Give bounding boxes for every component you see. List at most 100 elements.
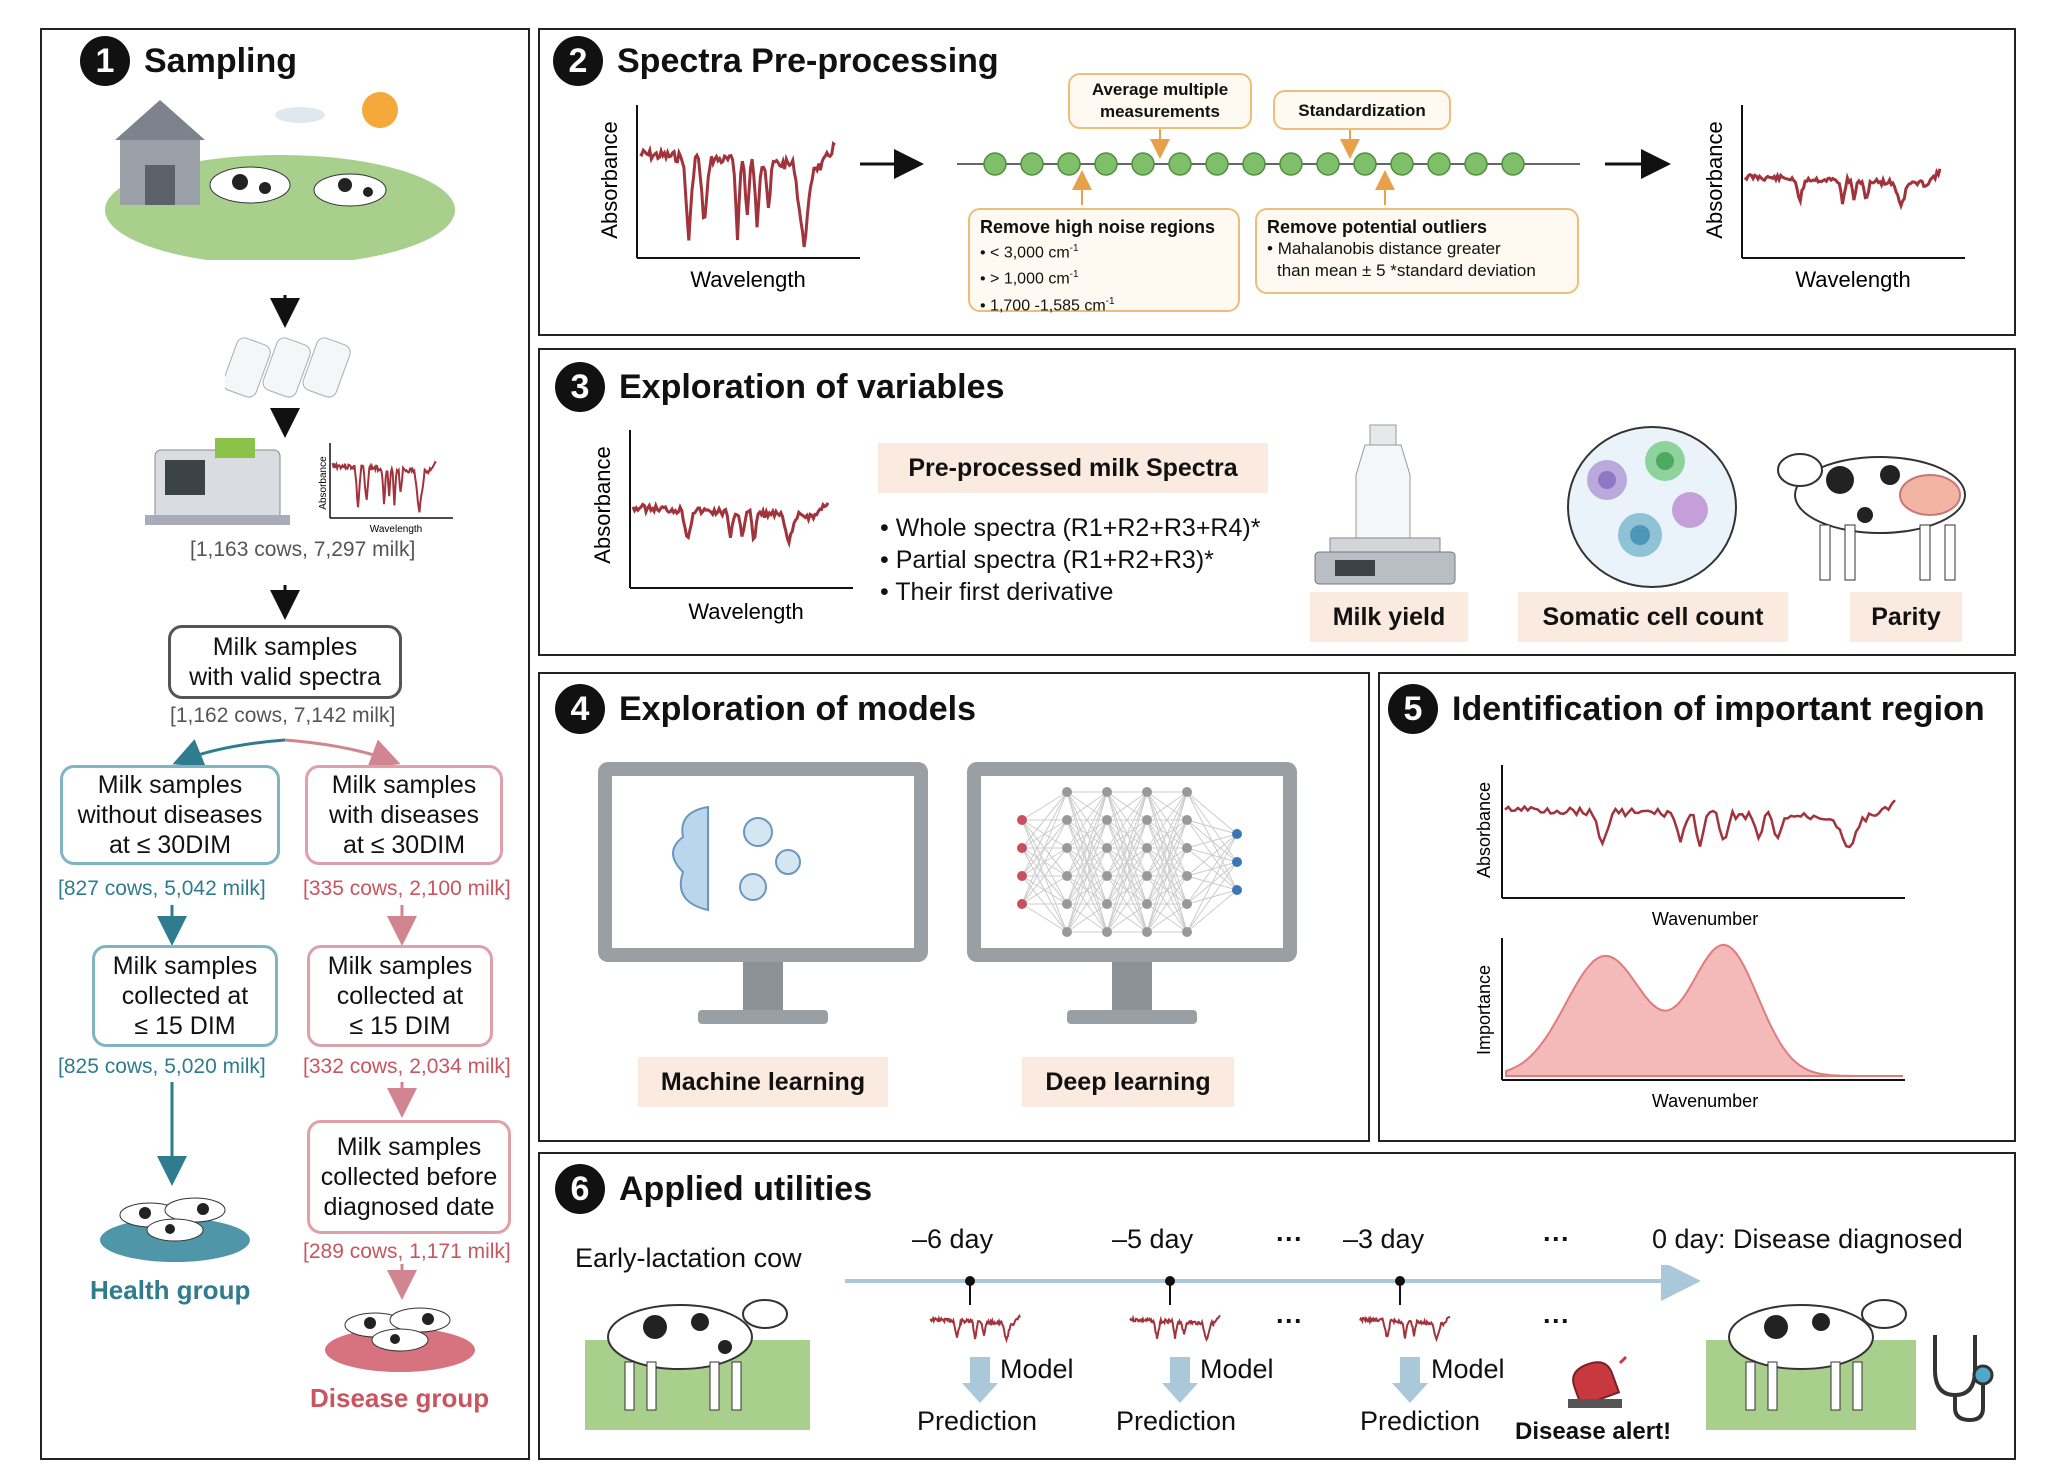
nn-node xyxy=(1232,885,1242,895)
spectrometer-icon xyxy=(145,438,290,525)
deep-learning-label: Deep learning xyxy=(1022,1057,1234,1107)
cow-icon xyxy=(209,166,291,204)
nn-node xyxy=(1062,787,1072,797)
prediction-label-2: Prediction xyxy=(1116,1406,1237,1436)
model-label-1: Model xyxy=(1000,1354,1074,1384)
parity-cow-icon xyxy=(1777,453,1966,581)
outlier-item: than mean ± 5 *standard deviation xyxy=(1267,260,1567,282)
nn-edge xyxy=(1021,903,1068,933)
nn-node xyxy=(1142,843,1152,853)
disease-stat-3: [289 cows, 1,171 milk] xyxy=(303,1240,511,1263)
deep-learning-monitor-icon xyxy=(967,762,1297,1024)
axis-label-y: Absorbance xyxy=(597,121,622,238)
nn-edge xyxy=(1106,791,1148,933)
timepoint-spectrum xyxy=(1359,1315,1451,1343)
nn-node xyxy=(1232,829,1242,839)
nn-edge xyxy=(1106,791,1148,821)
unit-superscript: -1 xyxy=(1069,269,1079,281)
noise-item-text: < 3,000 cm xyxy=(990,244,1070,262)
nn-node xyxy=(1102,899,1112,909)
nn-edge xyxy=(1021,791,1068,877)
disease-group-label: Disease group xyxy=(310,1383,490,1413)
nn-edge xyxy=(1146,791,1188,821)
pipeline-step-dot xyxy=(1390,152,1414,176)
processed-spectrum-chart: Absorbance Wavelength xyxy=(1702,105,1965,292)
nn-edge xyxy=(1066,903,1108,933)
nn-node xyxy=(1062,899,1072,909)
nn-node xyxy=(1102,815,1112,825)
nn-edge xyxy=(1106,791,1148,905)
machine-learning-monitor-icon xyxy=(598,762,928,1024)
axis-label-x: Wavenumber xyxy=(1652,909,1758,929)
panel-5-title: 5 Identification of important region xyxy=(1388,684,1985,734)
diagnosed-cow-icon xyxy=(1706,1299,1916,1430)
nn-edge xyxy=(1186,861,1238,933)
mini-spectrum-chart: Absorbance Wavelength xyxy=(318,443,453,535)
panel-title-text: Spectra Pre-processing xyxy=(617,41,999,80)
nn-edge xyxy=(1021,847,1068,905)
nn-node xyxy=(1182,871,1192,881)
early-lactation-label: Early-lactation cow xyxy=(575,1243,802,1273)
nn-edge xyxy=(1021,791,1068,905)
bullet-item: • Whole spectra (R1+R2+R3+R4)* xyxy=(880,514,1261,542)
panel-6-title: 6 Applied utilities xyxy=(555,1164,872,1214)
nn-edge xyxy=(1106,791,1148,849)
nn-node xyxy=(1182,899,1192,909)
nn-edge xyxy=(1186,889,1238,933)
axis-label-y: Absorbance xyxy=(1702,121,1727,238)
panel-title-text: Exploration of variables xyxy=(619,367,1005,406)
panel-1-title: 1 Sampling xyxy=(80,36,297,86)
nn-node xyxy=(1142,899,1152,909)
remove-outliers-box: Remove potential outliers • Mahalanobis … xyxy=(1255,208,1579,294)
pipeline-step-dot xyxy=(1279,152,1303,176)
nn-node xyxy=(1017,843,1027,853)
panel-number: 2 xyxy=(553,36,603,86)
nn-node xyxy=(1232,857,1242,867)
prediction-label-1: Prediction xyxy=(917,1406,1038,1436)
nn-edge xyxy=(1186,791,1238,835)
nn-node xyxy=(1017,871,1027,881)
nn-edge xyxy=(1021,875,1068,905)
axis-label-y: Importance xyxy=(1474,965,1494,1055)
disease-stat-1: [335 cows, 2,100 milk] xyxy=(303,877,511,900)
nn-edge xyxy=(1066,791,1108,905)
day-label-5: –5 day xyxy=(1112,1224,1194,1254)
nn-edge xyxy=(1106,847,1148,933)
nn-edge xyxy=(1186,833,1238,933)
outlier-item-text: Mahalanobis distance greater xyxy=(1277,239,1501,258)
preprocessed-spectra-label: Pre-processed milk Spectra xyxy=(878,443,1268,493)
box-text: Standardization xyxy=(1298,101,1426,120)
somatic-cells-icon xyxy=(1567,426,1737,588)
disease-herd-icon xyxy=(325,1307,475,1372)
stat-total: [1,163 cows, 7,297 milk] xyxy=(190,538,416,561)
healthy-stat-1: [827 cows, 5,042 milk] xyxy=(58,877,266,900)
model-arrow-icon xyxy=(1162,1357,1198,1403)
nn-edge xyxy=(1066,791,1108,933)
nn-edge xyxy=(1066,791,1108,877)
disease-alert-label: Disease alert! xyxy=(1515,1418,1672,1445)
raw-spectrum-chart: Absorbance Wavelength xyxy=(597,105,860,292)
day-label-3: –3 day xyxy=(1343,1224,1425,1254)
farm-illustration xyxy=(105,92,455,260)
bullet-text: Their first derivative xyxy=(895,578,1114,606)
nn-edge xyxy=(1146,791,1188,877)
axis-label-y: Absorbance xyxy=(590,446,615,563)
nn-node xyxy=(1102,787,1112,797)
axis-label-x: Wavenumber xyxy=(1652,1091,1758,1111)
remove-noise-box: Remove high noise regions • < 3,000 cm-1… xyxy=(968,208,1240,314)
prediction-label-3: Prediction xyxy=(1360,1406,1481,1436)
disease-box-1: Milk samples with diseases at ≤ 30DIM xyxy=(305,765,503,865)
day-label-0: 0 day: Disease diagnosed xyxy=(1652,1224,1963,1254)
timeline xyxy=(845,1265,1700,1403)
nn-node xyxy=(1017,899,1027,909)
disease-box-2: Milk samples collected at ≤ 15 DIM xyxy=(307,945,493,1047)
valid-spectra-box: Milk samples with valid spectra xyxy=(168,625,402,699)
bullet-item: • Their first derivative xyxy=(880,578,1114,606)
panel-4-title: 4 Exploration of models xyxy=(555,684,976,734)
noise-item: • > 1,000 cm-1 xyxy=(980,269,1079,288)
pipeline-step-dot xyxy=(1316,152,1340,176)
axis-label-y: Absorbance xyxy=(318,456,329,510)
box-text: Average multiple measurements xyxy=(1091,80,1229,121)
stat-valid: [1,162 cows, 7,142 milk] xyxy=(170,704,396,727)
nn-edge xyxy=(1066,791,1108,849)
